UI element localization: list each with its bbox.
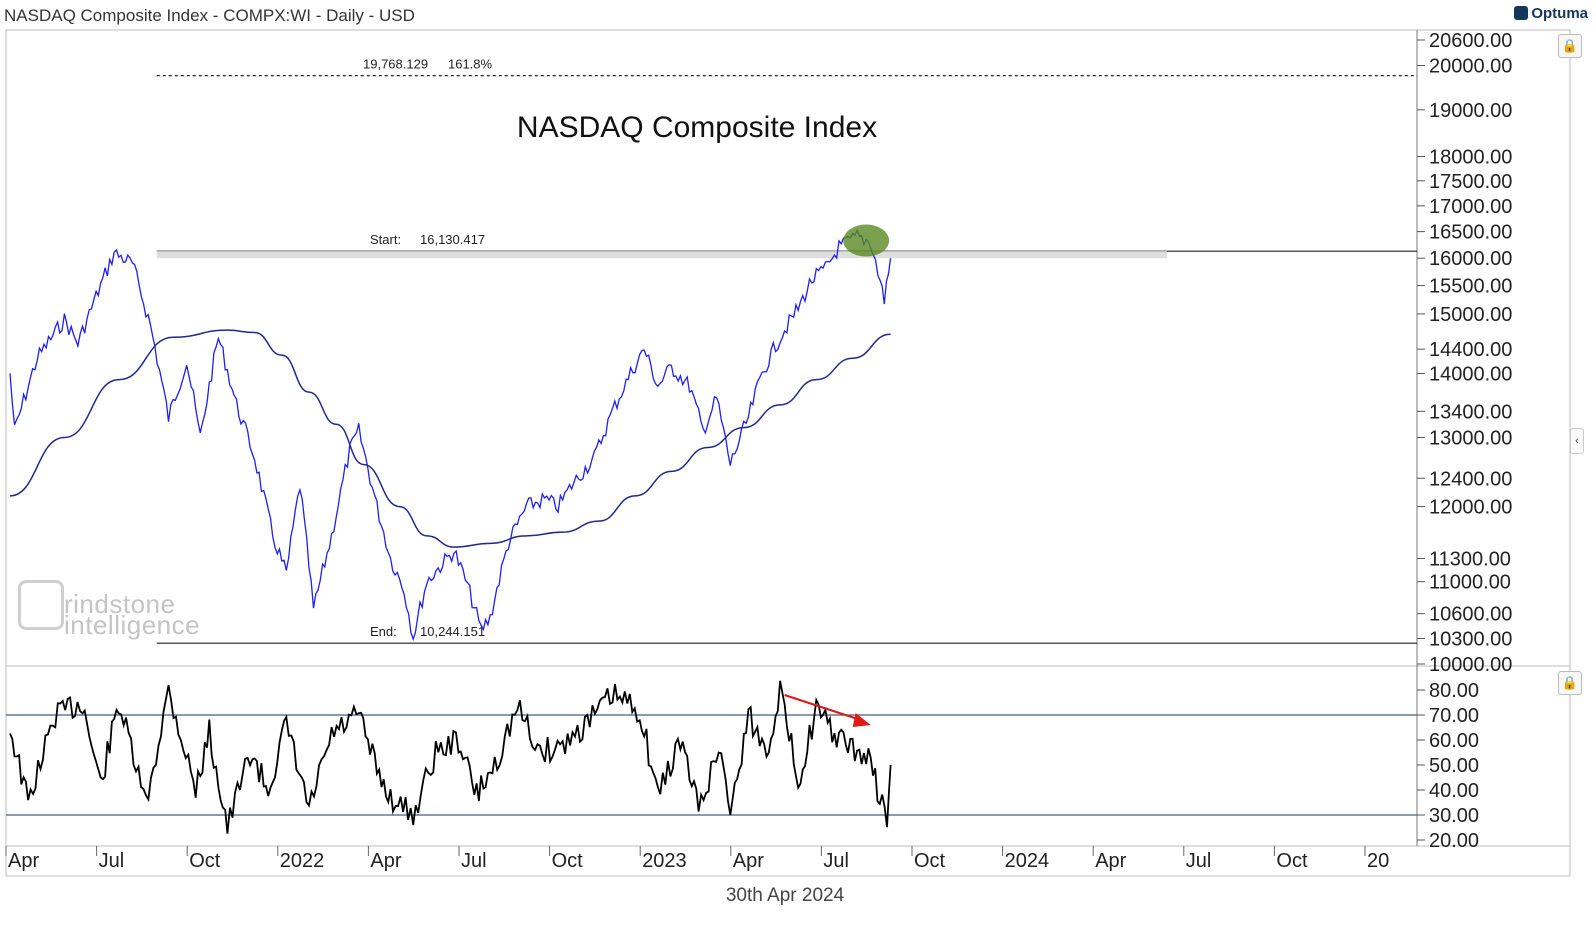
x-tick-label: 2024 — [1005, 850, 1050, 872]
y-tick-label: 11000.00 — [1429, 572, 1511, 594]
price-axis: 20600.00 20000.00 19000.00 18000.00 17500.00… — [1417, 30, 1512, 676]
plot-border — [5, 29, 1571, 877]
x-tick-label: Apr — [8, 850, 39, 872]
y-tick-label: 10000.00 — [1429, 654, 1512, 676]
y-tick-label: 60.00 — [1429, 730, 1479, 752]
x-tick-label: Oct — [914, 850, 946, 872]
y-tick-label: 13000.00 — [1429, 427, 1512, 449]
rsi-axis: 80.00 70.00 60.00 50.00 40.00 30.00 20.00 — [1417, 680, 1479, 852]
level-value: 161.8% — [448, 57, 493, 72]
x-tick-label: Jul — [461, 850, 487, 872]
level-value: 10,244.151 — [420, 624, 485, 639]
y-tick-label: 16500.00 — [1429, 222, 1512, 244]
y-tick-label: 15500.00 — [1429, 276, 1512, 298]
y-tick-label: 10600.00 — [1429, 604, 1512, 626]
brand-name: Optuma — [1531, 5, 1588, 22]
watermark-logo-icon — [18, 580, 64, 630]
y-tick-label: 80.00 — [1429, 680, 1479, 702]
y-tick-label: 12400.00 — [1429, 468, 1512, 490]
time-axis[interactable]: Apr Jul Oct 2022 Apr Jul Oct 2023 Apr Jul Oct 2024 A… — [5, 846, 1389, 872]
brand-logo: Optuma — [1514, 5, 1588, 22]
y-tick-label: 17500.00 — [1429, 171, 1512, 193]
divergence-arrow-head — [852, 713, 871, 727]
y-tick-label: 20600.00 — [1429, 30, 1512, 52]
x-tick-label: Apr — [1095, 850, 1126, 872]
price-series-line — [9, 228, 892, 641]
divergence-arrow — [784, 694, 862, 721]
level-label: Start: — [370, 232, 401, 247]
y-tick-label: 20000.00 — [1429, 56, 1512, 78]
x-tick-label: Jul — [1186, 850, 1212, 872]
y-tick-label: 17000.00 — [1429, 196, 1512, 218]
x-tick-label: Apr — [370, 850, 401, 872]
y-tick-label: 12000.00 — [1429, 497, 1512, 519]
x-tick-label: Apr — [733, 850, 764, 872]
series-layer — [6, 224, 1417, 834]
y-tick-label: 15000.00 — [1429, 304, 1512, 326]
optuma-logo-icon — [1514, 6, 1529, 20]
chart-header: NASDAQ Composite Index - COMPX:WI - Dail… — [4, 6, 415, 25]
rsi-series-line — [9, 680, 892, 834]
y-tick-label: 18000.00 — [1429, 146, 1512, 168]
y-tick-label: 40.00 — [1429, 780, 1479, 802]
chart-frame — [5, 29, 1571, 877]
x-tick-label: Oct — [552, 850, 584, 872]
y-tick-label: 13400.00 — [1429, 401, 1512, 423]
y-tick-label: 14000.00 — [1429, 363, 1512, 385]
x-tick-label: 2022 — [280, 850, 325, 872]
y-tick-label: 14400.00 — [1429, 339, 1512, 361]
y-tick-label: 20.00 — [1429, 830, 1479, 852]
x-tick-label: Jul — [99, 850, 125, 872]
watermark-text: rindstone intelligence — [64, 589, 201, 640]
moving-average-line — [9, 329, 891, 548]
highlight-ellipse — [843, 224, 890, 257]
chevron-left-icon[interactable]: ‹ — [1570, 428, 1584, 454]
fibonacci-levels: 19,768.129 161.8% Start: 16,130.417 End: 10,2… — [156, 57, 1417, 644]
level-label: End: — [370, 624, 397, 639]
y-tick-label: 10300.00 — [1429, 628, 1512, 650]
x-tick-label: Jul — [823, 850, 849, 872]
x-tick-label: 20 — [1367, 850, 1389, 872]
x-tick-label: 2023 — [642, 850, 687, 872]
y-tick-label: 50.00 — [1429, 755, 1479, 777]
level-band — [156, 251, 1168, 259]
y-tick-label: 19000.00 — [1429, 100, 1512, 122]
lock-icon[interactable]: 🔒 — [1558, 34, 1582, 58]
y-tick-label: 70.00 — [1429, 705, 1479, 727]
y-tick-label: 11300.00 — [1429, 548, 1511, 570]
x-tick-label: Oct — [1276, 850, 1308, 872]
y-tick-label: 30.00 — [1429, 805, 1479, 827]
y-tick-label: 16000.00 — [1429, 248, 1512, 270]
level-label: 19,768.129 — [363, 57, 428, 72]
lock-icon[interactable]: 🔒 — [1558, 671, 1582, 695]
chart-title: NASDAQ Composite Index — [517, 111, 877, 144]
footer-date: 30th Apr 2024 — [725, 885, 845, 906]
level-value: 16,130.417 — [420, 232, 485, 247]
x-tick-label: Oct — [189, 850, 221, 872]
